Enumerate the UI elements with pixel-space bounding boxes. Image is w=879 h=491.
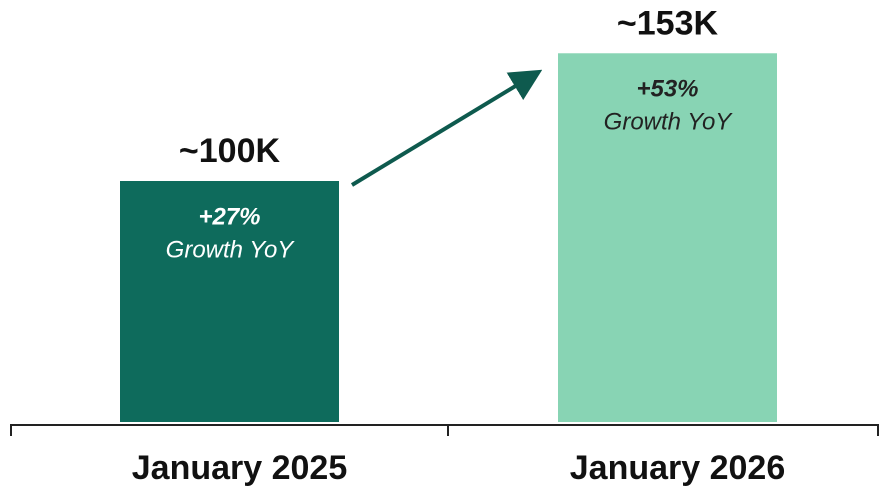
growth-text: Growth YoY [604, 109, 734, 136]
value-label: ~100K [179, 132, 281, 170]
x-tick-label: January 2025 [132, 449, 348, 487]
x-tick-label: January 2026 [570, 449, 786, 487]
growth-value: +27% [198, 203, 260, 230]
growth-value: +53% [636, 76, 698, 103]
growth-text: Growth YoY [166, 236, 296, 263]
value-label: ~153K [617, 4, 719, 42]
bar [558, 53, 777, 423]
bar [120, 181, 339, 422]
growth-arrow [350, 69, 543, 187]
